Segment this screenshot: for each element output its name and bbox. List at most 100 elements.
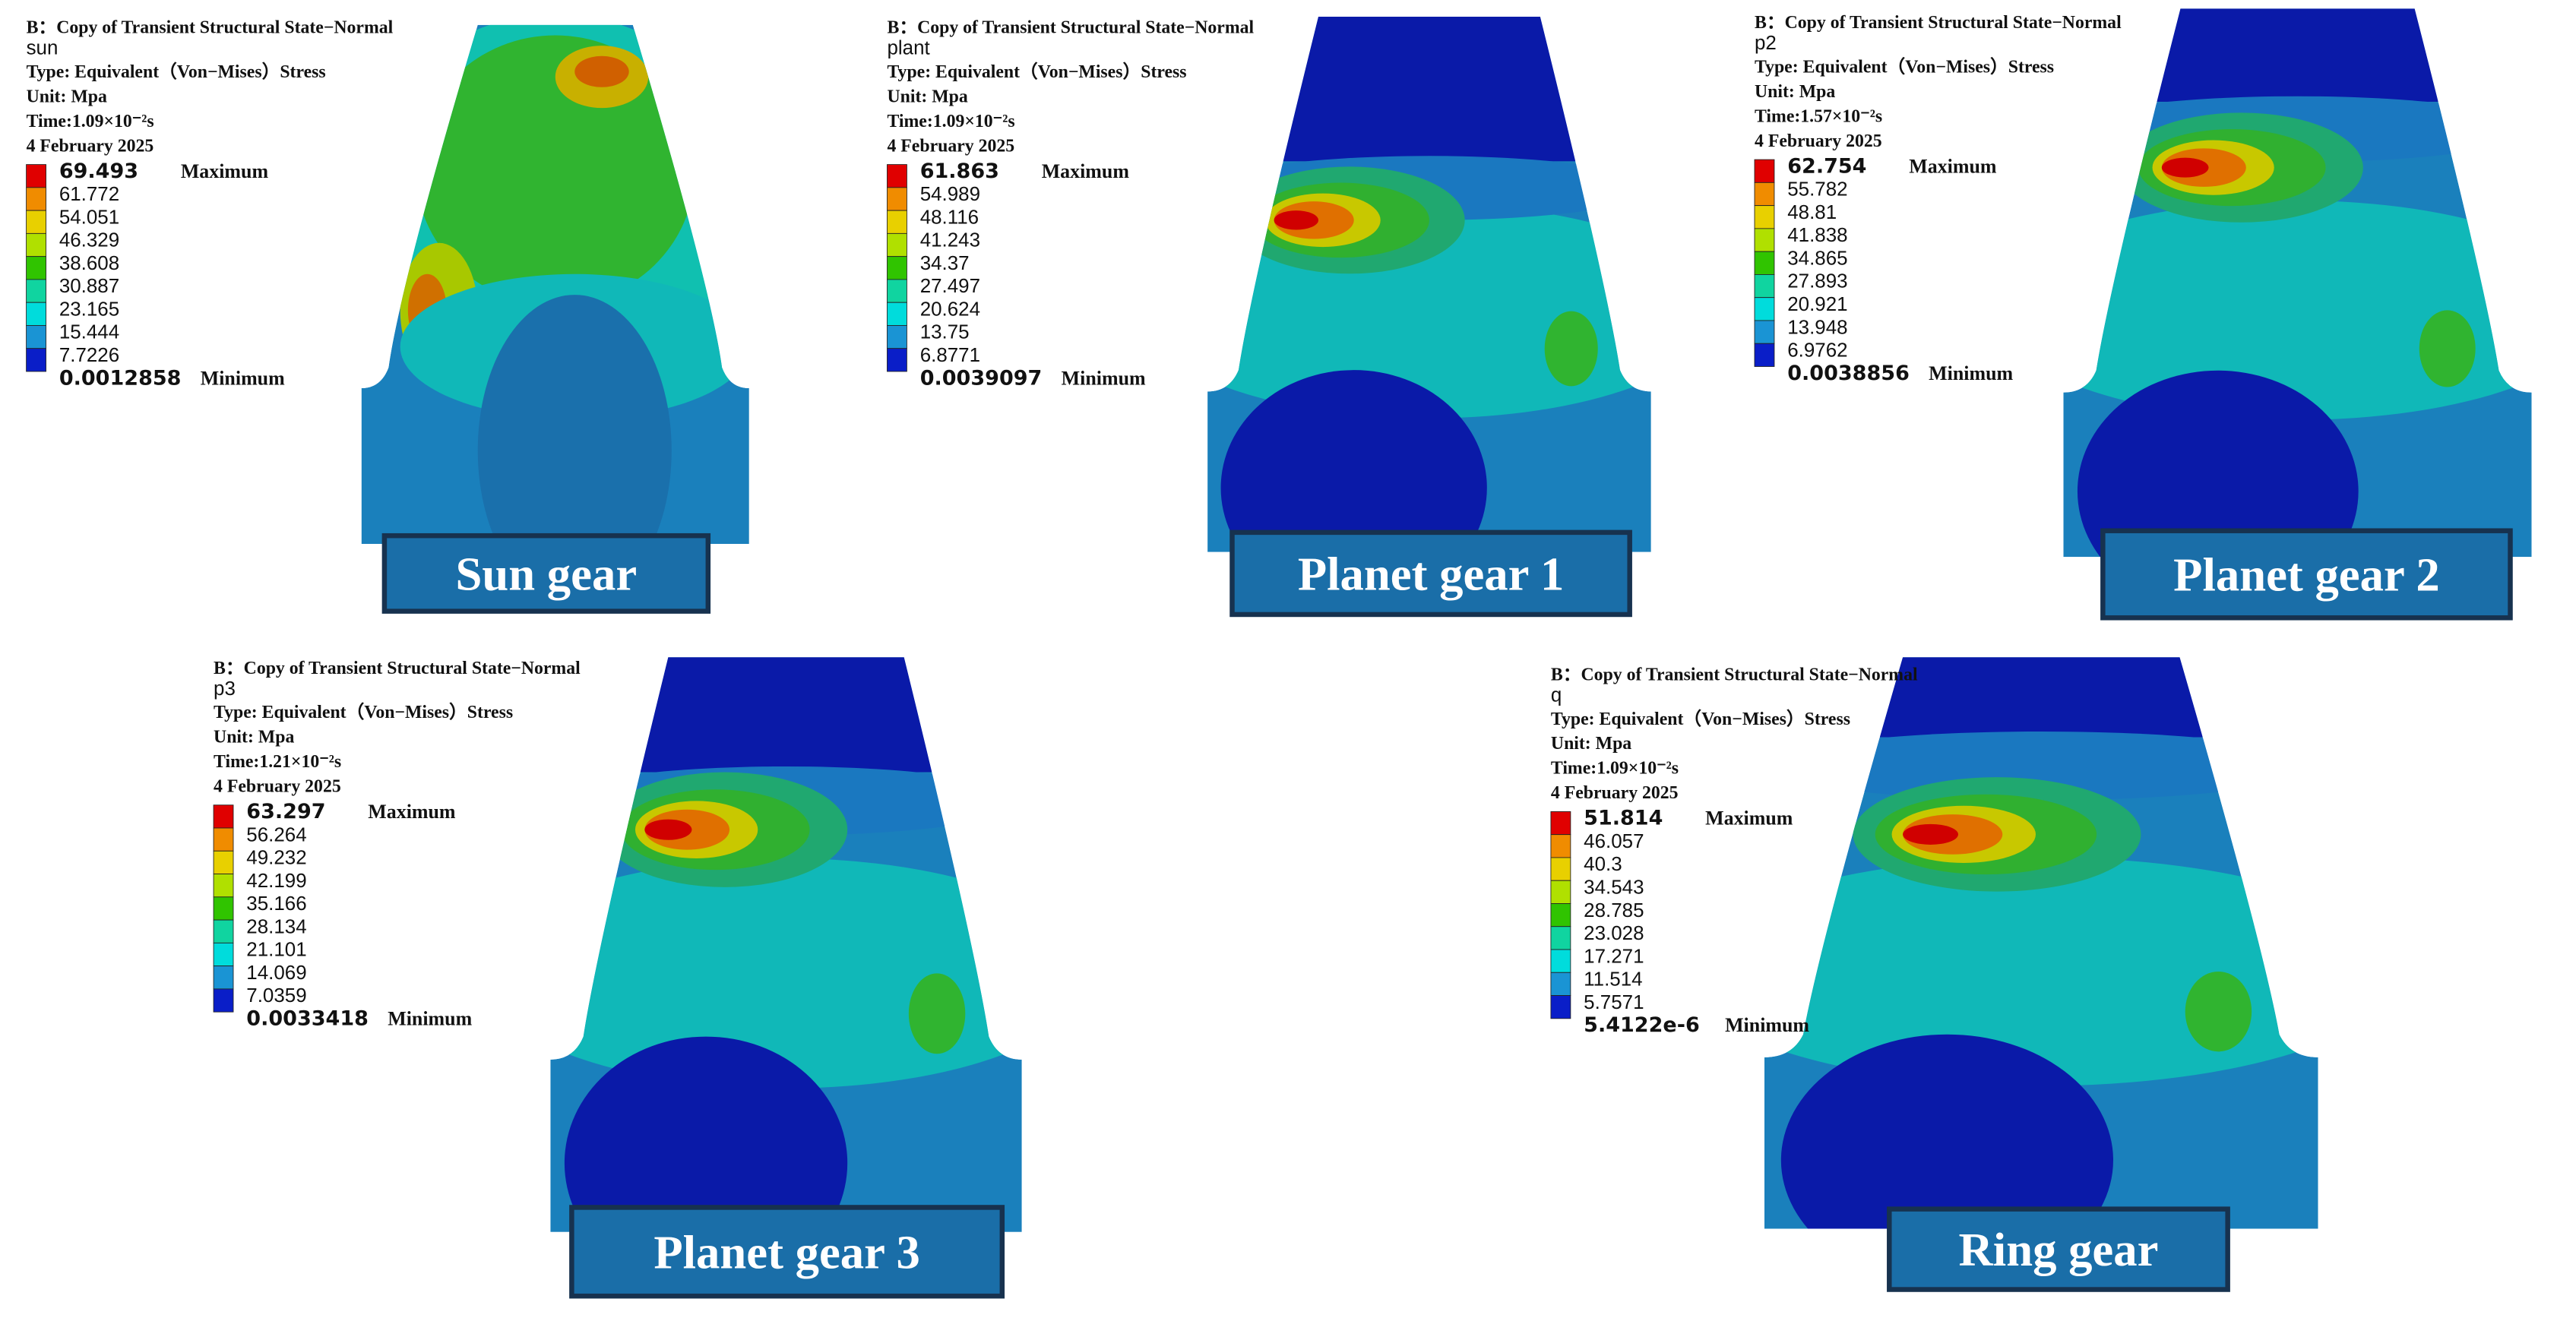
title-box	[1887, 1206, 2230, 1292]
level-value: 28.785	[1584, 900, 1644, 921]
level-value: 40.3	[1584, 854, 1622, 875]
legend-header: B：Copy of Transient Structural State−Nor…	[1551, 665, 1918, 684]
result-type: Type: Equivalent（Von−Mises）Stress	[887, 62, 1186, 82]
color-bin	[1550, 949, 1571, 973]
result-type: Type: Equivalent（Von−Mises）Stress	[27, 62, 326, 82]
level-value: 11.514	[1584, 969, 1642, 991]
max-value: 62.754	[1787, 154, 1866, 178]
color-bin	[1754, 159, 1775, 183]
color-bin	[213, 919, 234, 943]
color-bin	[1550, 926, 1571, 950]
level-value: 48.116	[920, 207, 979, 228]
color-bin	[887, 256, 907, 280]
legend-header: B：Copy of Transient Structural State−Nor…	[214, 659, 581, 678]
min-label: Minimum	[1062, 367, 1146, 389]
level-value: 42.199	[246, 871, 306, 892]
level-value: 34.543	[1584, 877, 1644, 899]
level-value: 41.243	[920, 230, 980, 251]
color-bin	[1550, 811, 1571, 836]
max-value: 63.297	[246, 800, 325, 823]
result-unit: Unit: Mpa	[214, 728, 294, 747]
max-value: 51.814	[1584, 807, 1663, 830]
gear-contour	[2063, 8, 2532, 558]
level-value: 48.81	[1787, 202, 1837, 223]
color-bin	[1550, 995, 1571, 1019]
min-value: 0.0038856	[1787, 362, 1910, 385]
max-label: Maximum	[1705, 807, 1793, 830]
contour-region	[2063, 8, 2532, 102]
color-bin	[887, 279, 907, 303]
result-name: sun	[27, 38, 59, 59]
level-value: 30.887	[59, 276, 119, 297]
result-unit: Unit: Mpa	[27, 87, 107, 106]
color-bin	[887, 187, 907, 211]
color-bin	[1754, 343, 1775, 367]
title-box	[2100, 528, 2513, 621]
level-value: 35.166	[246, 893, 306, 915]
color-bin	[1550, 880, 1571, 904]
contour-region	[550, 858, 1022, 1089]
result-type: Type: Equivalent（Von−Mises）Stress	[1551, 709, 1850, 729]
color-bin	[1754, 182, 1775, 207]
max-label: Maximum	[1909, 155, 1997, 177]
color-bin	[26, 325, 46, 349]
level-value: 46.329	[59, 230, 119, 251]
color-bin	[26, 210, 46, 234]
color-bin	[1754, 205, 1775, 229]
contour-region	[1274, 210, 1318, 230]
contour-region	[550, 657, 1022, 773]
result-unit: Unit: Mpa	[1755, 82, 1835, 102]
result-type: Type: Equivalent（Von−Mises）Stress	[1755, 57, 2054, 77]
color-bin	[213, 965, 234, 990]
color-bin	[887, 210, 907, 234]
max-label: Maximum	[368, 801, 456, 823]
level-value: 49.232	[246, 848, 306, 869]
contour-region	[1207, 17, 1651, 162]
color-bin	[26, 232, 46, 258]
color-bin	[26, 256, 46, 280]
gear-contour	[1764, 657, 2318, 1229]
color-bin	[1550, 903, 1571, 928]
color-bin	[213, 988, 234, 1013]
result-name: p3	[214, 678, 236, 700]
contour-region	[1903, 823, 1958, 845]
level-value: 6.9762	[1787, 340, 1847, 362]
min-value: 5.4122e-6	[1584, 1013, 1700, 1037]
result-type: Type: Equivalent（Von−Mises）Stress	[214, 702, 513, 722]
level-value: 27.893	[1787, 271, 1847, 292]
level-value: 38.608	[59, 253, 119, 274]
gear-contour	[550, 657, 1022, 1232]
legend-header: B：Copy of Transient Structural State−Nor…	[27, 18, 394, 38]
gear-contour	[361, 24, 749, 544]
color-bin	[1754, 297, 1775, 321]
color-bin	[213, 804, 234, 829]
color-bin	[213, 896, 234, 921]
min-value: 0.0039097	[920, 366, 1043, 390]
min-label: Minimum	[1929, 362, 2013, 384]
contour-region	[2419, 310, 2476, 387]
color-bin	[1754, 251, 1775, 275]
level-value: 54.989	[920, 184, 980, 205]
gear-contour	[1207, 17, 1651, 552]
level-value: 61.772	[59, 184, 119, 205]
level-value: 13.948	[1787, 317, 1847, 338]
min-label: Minimum	[1725, 1014, 1809, 1036]
level-value: 34.865	[1787, 248, 1847, 269]
color-bin	[213, 942, 234, 967]
level-value: 27.497	[920, 276, 980, 297]
contour-region	[644, 819, 692, 840]
level-value: 23.028	[1584, 923, 1644, 944]
panel: B：Copy of Transient Structural State−Nor…	[1550, 657, 2318, 1292]
result-time: Time:1.57×10⁻²s	[1755, 106, 1882, 126]
level-value: 14.069	[246, 962, 306, 984]
title-label: Planet gear 1	[1298, 548, 1565, 601]
level-value: 56.264	[246, 824, 306, 845]
panel: B：Copy of Transient Structural State−Nor…	[1754, 8, 2532, 621]
panel: B：Copy of Transient Structural State−Nor…	[887, 17, 1651, 618]
level-value: 54.051	[59, 207, 119, 228]
level-value: 55.782	[1787, 179, 1847, 201]
title-label: Planet gear 3	[653, 1225, 920, 1278]
color-bin	[887, 232, 907, 258]
contour-region	[1764, 731, 2318, 801]
